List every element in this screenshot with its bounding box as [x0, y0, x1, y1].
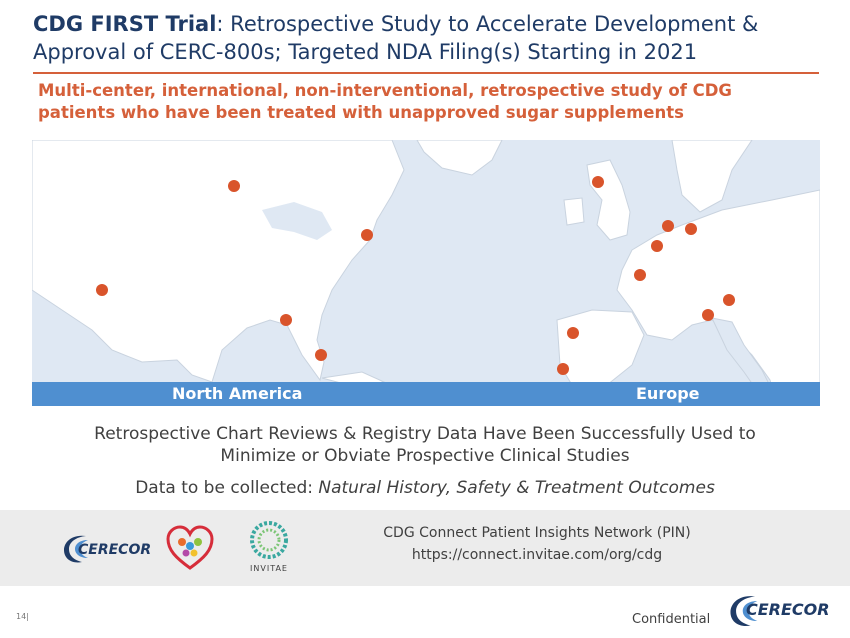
subtitle-line-2: patients who have been treated with unap… — [38, 103, 684, 122]
site-marker — [685, 223, 697, 235]
title-divider — [33, 72, 819, 74]
footer-cerecor-wordmark: CERECOR — [746, 600, 830, 619]
cerecor-wordmark: CERECOR — [78, 542, 152, 558]
title-rest: : Retrospective Study to Accelerate Deve… — [33, 12, 759, 64]
data-collected-label: Data to be collected: — [135, 478, 319, 498]
site-marker — [651, 240, 663, 252]
invitae-ring-icon — [250, 521, 288, 559]
region-band: North America Europe — [32, 382, 820, 406]
region-label-north-america: North America — [172, 384, 303, 403]
slide-title: CDG FIRST Trial: Retrospective Study to … — [33, 10, 823, 66]
invitae-wordmark: INVITAE — [250, 564, 288, 573]
cdg-heart-logo — [166, 524, 214, 574]
cerecor-swoosh-icon — [64, 535, 88, 563]
page-number: 14| — [16, 612, 29, 621]
site-map: North America Europe — [32, 140, 820, 406]
region-label-europe: Europe — [636, 384, 700, 403]
site-marker — [567, 327, 579, 339]
footer-cerecor-logo: CERECOR — [728, 592, 838, 632]
cerecor-logo: CERECOR — [62, 530, 152, 568]
body-line-2: Minimize or Obviate Prospective Clinical… — [220, 446, 630, 466]
network-url[interactable]: https://connect.invitae.com/org/cdg — [411, 547, 663, 563]
site-marker — [315, 349, 327, 361]
site-marker — [96, 284, 108, 296]
confidential-label: Confidential — [632, 612, 711, 627]
site-marker — [280, 314, 292, 326]
partner-band: CERECOR INVITAE — [0, 510, 850, 586]
site-marker — [557, 363, 569, 375]
title-bold: CDG FIRST Trial — [33, 12, 217, 36]
site-marker — [662, 220, 674, 232]
site-marker — [228, 180, 240, 192]
body-line-1: Retrospective Chart Reviews & Registry D… — [94, 424, 756, 444]
heart-icon — [166, 525, 214, 570]
cerecor-swoosh-icon — [730, 596, 758, 627]
network-info: CDG Connect Patient Insights Network (PI… — [372, 522, 702, 566]
network-name: CDG Connect Patient Insights Network (PI… — [383, 525, 691, 541]
slide-subtitle: Multi-center, international, non-interve… — [38, 80, 818, 124]
data-collected: Data to be collected: Natural History, S… — [0, 477, 850, 499]
site-marker — [723, 294, 735, 306]
subtitle-line-1: Multi-center, international, non-interve… — [38, 81, 732, 100]
site-marker — [702, 309, 714, 321]
map-landmass — [32, 140, 820, 406]
site-marker — [634, 269, 646, 281]
site-marker — [361, 229, 373, 241]
data-collected-items: Natural History, Safety & Treatment Outc… — [318, 478, 715, 498]
site-marker — [592, 176, 604, 188]
invitae-logo: INVITAE — [244, 518, 294, 582]
